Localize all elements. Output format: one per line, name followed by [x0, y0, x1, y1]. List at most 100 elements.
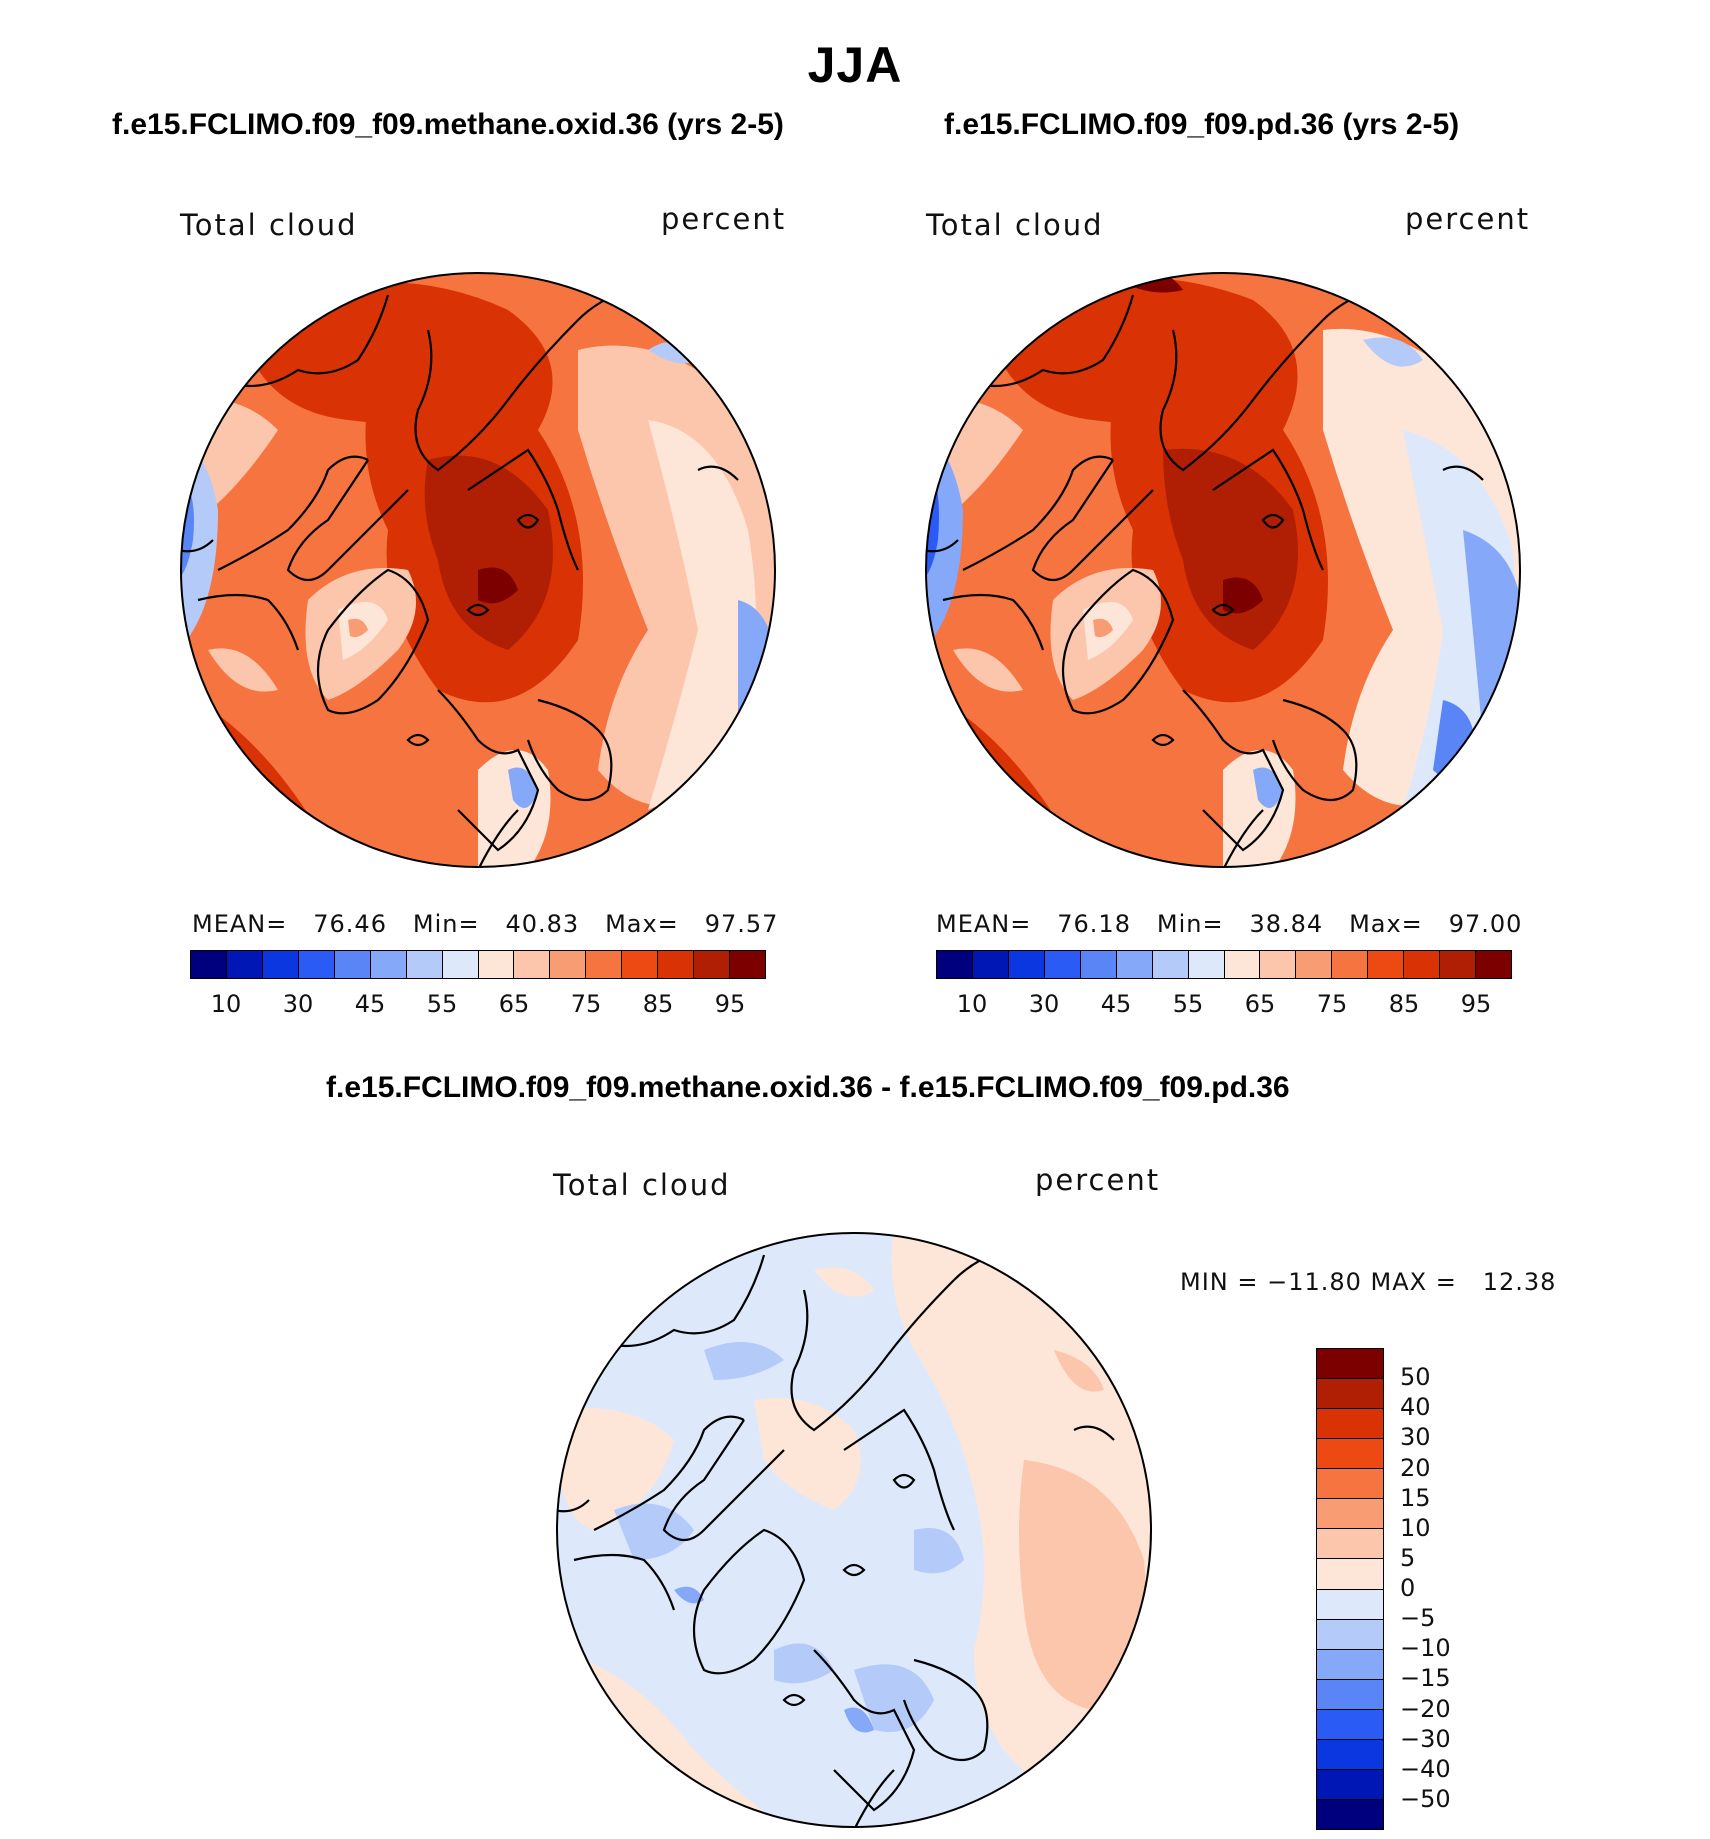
panel-1-colorbar — [190, 950, 766, 979]
panel-1-colorbar-tick-label: 10 — [210, 990, 242, 1018]
panel-2-colorbar-swatch — [1440, 951, 1477, 978]
panel-1-polar-map — [180, 272, 776, 868]
panel-1-colorbar-swatch — [730, 951, 765, 978]
panel-3-colorbar-tick-label: −40 — [1400, 1754, 1451, 1783]
panel-3-colorbar-swatch — [1317, 1589, 1383, 1620]
panel-1-colorbar-tick-label: 65 — [498, 990, 530, 1018]
panel-1-mean-value: 76.46 — [313, 910, 387, 938]
panel-2-colorbar-tick-label: 95 — [1460, 990, 1492, 1018]
panel-3-variable-label: Total cloud — [553, 1168, 731, 1202]
panel-1-variable-label: Total cloud — [180, 208, 358, 242]
panel-2-colorbar-swatch — [1332, 951, 1369, 978]
panel-3-colorbar-swatch — [1317, 1769, 1383, 1800]
panel-2-variable-label: Total cloud — [926, 208, 1104, 242]
panel-1-colorbar-swatch — [370, 951, 407, 978]
panel-2-colorbar-swatch — [1008, 951, 1045, 978]
panel-1-colorbar-tick-label: 45 — [354, 990, 386, 1018]
panel-3-colorbar-swatch — [1317, 1499, 1383, 1530]
panel-1-colorbar-swatch — [586, 951, 623, 978]
figure-title: JJA — [807, 37, 903, 93]
panel-1-min-value: 40.83 — [505, 910, 580, 938]
panel-3-colorbar-swatch — [1317, 1649, 1383, 1680]
panel-3-minmax: MIN = −11.80 MAX = 12.38 — [1180, 1268, 1557, 1296]
panel-1-colorbar-swatch — [550, 951, 587, 978]
panel-2-max-label: Max= — [1349, 910, 1423, 938]
panel-1-colorbar-swatch — [478, 951, 515, 978]
panel-2-colorbar-swatch — [972, 951, 1009, 978]
panel-2-colorbar-tick-label: 45 — [1100, 990, 1132, 1018]
panel-2-title: f.e15.FCLIMO.f09_f09.pd.36 (yrs 2-5) — [944, 108, 1460, 141]
panel-1-stats: MEAN= 76.46 Min= 40.83 Max= 97.57 — [192, 910, 778, 938]
panel-3-colorbar-swatch — [1317, 1679, 1383, 1710]
panel-1-colorbar-swatch — [298, 951, 335, 978]
panel-2-colorbar-swatch — [1260, 951, 1297, 978]
panel-3-colorbar-swatch — [1317, 1439, 1383, 1470]
panel-3-colorbar — [1316, 1348, 1384, 1830]
panel-2-colorbar-swatch — [1476, 951, 1511, 978]
panel-3-colorbar-swatch — [1317, 1379, 1383, 1410]
panel-2-colorbar-swatch — [1044, 951, 1081, 978]
panel-2-colorbar-ticks: 10 30 45 55 65 75 85 95 — [936, 990, 1512, 1020]
panel-2-colorbar-swatch — [1296, 951, 1333, 978]
panel-1-max-label: Max= — [605, 910, 679, 938]
panel-3-colorbar-swatch — [1317, 1409, 1383, 1440]
panel-2-units-label: percent — [1405, 202, 1531, 236]
panel-3-colorbar-swatch — [1317, 1799, 1383, 1829]
panel-3-contour-field — [557, 1233, 1151, 1827]
panel-2-stats: MEAN= 76.18 Min= 38.84 Max= 97.00 — [936, 910, 1522, 938]
panel-3-map-border — [556, 1232, 1152, 1828]
panel-3-colorbar-tick-label: −15 — [1400, 1664, 1451, 1693]
panel-1-colorbar-swatch — [442, 951, 479, 978]
panel-1-colorbar-tick-label: 55 — [426, 990, 458, 1018]
panel-2-map-border — [925, 272, 1521, 868]
panel-3-colorbar-tick-label: −50 — [1400, 1784, 1451, 1813]
panel-2-colorbar-swatch — [1368, 951, 1405, 978]
panel-3-colorbar-tick-label: 5 — [1400, 1543, 1416, 1572]
panel-2-colorbar-tick-label: 55 — [1172, 990, 1204, 1018]
panel-2-mean-value: 76.18 — [1057, 910, 1131, 938]
panel-3-colorbar-ticks: 50 40 30 20 15 10 5 0 −5 −10 −15 −20 −30 −40 −50 — [1400, 1348, 1490, 1830]
panel-1-units-label: percent — [661, 202, 787, 236]
panel-2-colorbar — [936, 950, 1512, 979]
panel-1-title: f.e15.FCLIMO.f09_f09.methane.oxid.36 (yr… — [112, 108, 784, 141]
panel-2-coastlines — [926, 288, 1484, 867]
panel-1-map-border — [180, 272, 776, 868]
panel-2-contour-field — [926, 273, 1520, 867]
panel-3-title: f.e15.FCLIMO.f09_f09.methane.oxid.36 - f… — [326, 1071, 1290, 1104]
panel-2-mean-label: MEAN= — [936, 910, 1032, 938]
panel-3-colorbar-tick-label: 40 — [1400, 1393, 1431, 1422]
panel-1-max-value: 97.57 — [704, 910, 779, 938]
panel-1-colorbar-tick-label: 30 — [282, 990, 314, 1018]
panel-1-colorbar-swatch — [622, 951, 659, 978]
panel-1-colorbar-tick-label: 75 — [570, 990, 602, 1018]
panel-3-polar-map — [556, 1232, 1152, 1828]
panel-3-colorbar-tick-label: −10 — [1400, 1634, 1451, 1663]
panel-1-colorbar-swatch — [658, 951, 695, 978]
panel-3-colorbar-swatch — [1317, 1619, 1383, 1650]
panel-3-colorbar-tick-label: −30 — [1400, 1724, 1451, 1753]
panel-1-colorbar-swatch — [694, 951, 731, 978]
panel-2-colorbar-tick-label: 10 — [956, 990, 988, 1018]
panel-2-colorbar-tick-label: 65 — [1244, 990, 1276, 1018]
panel-1-colorbar-swatch — [514, 951, 551, 978]
panel-3-colorbar-tick-label: −20 — [1400, 1694, 1451, 1723]
panel-2-colorbar-swatch — [1188, 951, 1225, 978]
panel-3-colorbar-swatch — [1317, 1559, 1383, 1590]
panel-1-colorbar-ticks: 10 30 45 55 65 75 85 95 — [190, 990, 766, 1020]
panel-2-colorbar-swatch — [1116, 951, 1153, 978]
panel-1-colorbar-tick-label: 95 — [714, 990, 746, 1018]
panel-3-colorbar-swatch — [1317, 1469, 1383, 1500]
panel-1-colorbar-swatch — [191, 951, 227, 978]
panel-3-units-label: percent — [1035, 1163, 1161, 1197]
panel-3-colorbar-tick-label: 20 — [1400, 1453, 1431, 1482]
panel-2-colorbar-swatch — [1224, 951, 1261, 978]
panel-1-colorbar-swatch — [406, 951, 443, 978]
panel-1-colorbar-tick-label: 85 — [642, 990, 674, 1018]
panel-2-colorbar-tick-label: 75 — [1316, 990, 1348, 1018]
panel-2-colorbar-swatch — [937, 951, 973, 978]
panel-3-colorbar-tick-label: 50 — [1400, 1363, 1431, 1392]
panel-2-colorbar-swatch — [1080, 951, 1117, 978]
panel-1-coastlines — [181, 288, 739, 867]
panel-3-coastlines — [557, 1248, 1115, 1827]
panel-1-colorbar-swatch — [262, 951, 299, 978]
